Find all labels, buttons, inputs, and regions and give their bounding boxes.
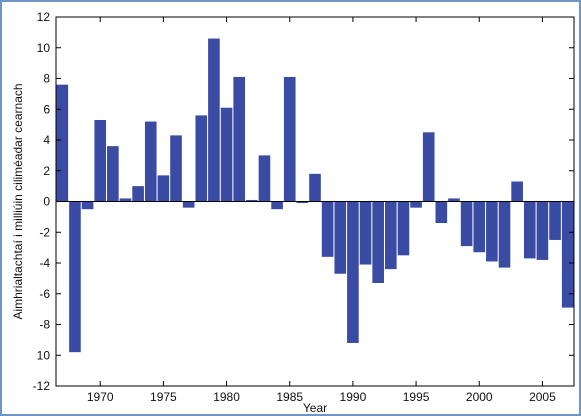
bar-1980 (220, 107, 233, 202)
bar-1991 (359, 201, 372, 265)
bar-2002 (498, 201, 511, 268)
bar-2001 (486, 201, 498, 262)
bar-2005 (536, 201, 549, 260)
y-axis-title: Aimhrialtachtaí i milliúin ciliméadar ce… (11, 83, 25, 319)
bar-1999 (460, 201, 473, 247)
bar-1977 (182, 201, 195, 208)
bar-1973 (132, 186, 144, 202)
bars (56, 38, 574, 353)
bar-1987 (309, 173, 321, 202)
y-tick-label: 12 (37, 10, 51, 24)
y-tick-label: -6 (39, 287, 50, 301)
y-tick-label: 10 (37, 348, 51, 362)
y-tick-label: 6 (43, 102, 50, 116)
y-axis: 12 10 8 6 4 2 0 -2 -4 -6 -8 10 -12 (33, 10, 574, 393)
bar-1995 (410, 201, 422, 208)
y-tick-label: -4 (39, 256, 50, 270)
bar-1985 (283, 76, 296, 202)
bar-1993 (384, 201, 397, 270)
bar-1969 (81, 201, 94, 210)
bar-1992 (372, 201, 384, 283)
x-tick-label: 1985 (276, 390, 303, 404)
x-tick-label: 1975 (150, 390, 177, 404)
x-tick-label: 2000 (466, 390, 493, 404)
bar-1976 (170, 135, 182, 202)
x-tick-label: 1990 (340, 390, 367, 404)
bar-1989 (334, 201, 347, 274)
bar-1997 (435, 201, 448, 224)
y-tick-label: 8 (43, 72, 50, 86)
bar-1974 (144, 121, 157, 202)
y-tick-label: -2 (39, 225, 50, 239)
bar-2004 (523, 201, 536, 259)
y-tick-label: -12 (33, 379, 51, 393)
bar-1970 (94, 120, 107, 202)
x-tick-label: 1980 (213, 390, 240, 404)
y-tick-label: 0 (43, 195, 50, 209)
bar-2006 (549, 201, 561, 240)
bar-1983 (258, 155, 271, 202)
x-axis: 1970 1975 1980 1985 1990 1995 2000 2005 (87, 17, 556, 404)
bar-1975 (157, 175, 170, 202)
bar-1981 (233, 76, 245, 202)
bar-1998 (448, 198, 460, 202)
bar-1967 (56, 84, 69, 202)
bar-1986 (296, 201, 309, 204)
x-tick-label: 2005 (529, 390, 556, 404)
bar-1968 (69, 201, 81, 353)
bar-1996 (422, 132, 435, 202)
bar-1978 (195, 115, 208, 202)
bar-1971 (107, 146, 119, 202)
y-tick-label: 10 (37, 41, 51, 55)
bar-2000 (473, 201, 486, 253)
bar-2003 (511, 181, 523, 202)
bar-1988 (321, 201, 334, 257)
bar-1979 (208, 38, 220, 202)
bar-1994 (397, 201, 410, 256)
bar-2007 (561, 201, 574, 308)
x-axis-title: Year (303, 401, 327, 415)
y-tick-label: 4 (43, 133, 50, 147)
y-tick-label: 2 (43, 164, 50, 178)
y-tick-label: -8 (39, 318, 50, 332)
bar-1982 (246, 199, 258, 202)
x-tick-label: 1970 (87, 390, 114, 404)
x-tick-label: 1995 (403, 390, 430, 404)
bar-1972 (119, 198, 132, 202)
bar-1990 (347, 201, 359, 343)
bar-1984 (271, 201, 283, 210)
